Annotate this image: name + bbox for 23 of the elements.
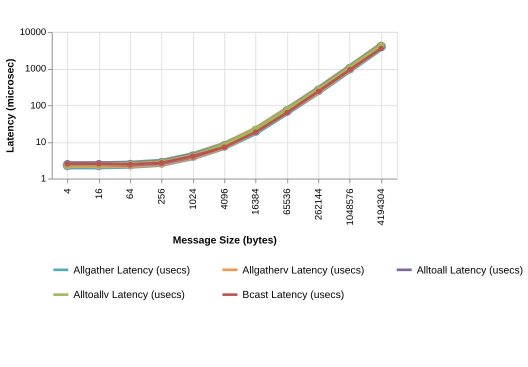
y-axis-title: Latency (microsec) (6, 58, 17, 153)
x-tick-label: 16 (94, 188, 105, 200)
x-tick-label: 256 (156, 188, 168, 204)
y-tick-label: 1 (40, 174, 46, 185)
legend-label: Allgatherv Latency (usecs) (242, 265, 364, 276)
y-tick-label: 100 (30, 100, 46, 112)
x-tick-label: 1024 (188, 188, 199, 210)
x-tick-label: 4194304 (376, 188, 388, 226)
x-tick-label: 64 (125, 188, 136, 200)
legend-label: Alltoallv Latency (usecs) (73, 290, 185, 302)
x-tick-label: 4096 (219, 188, 230, 210)
y-tick-label: 10000 (20, 26, 46, 38)
x-axis-title: Message Size (bytes) (172, 236, 277, 247)
x-tick-label: 65536 (282, 188, 294, 215)
legend-label: Alltoall Latency (usecs) (416, 265, 524, 276)
y-tick-label: 10 (36, 136, 46, 148)
x-tick-label: 1048576 (344, 188, 356, 226)
legend-label: Bcast Latency (usecs) (242, 290, 344, 302)
y-tick-label: 1000 (25, 64, 46, 75)
x-tick-label: 16384 (250, 188, 262, 215)
x-tick-label: 4 (62, 188, 74, 194)
legend-label: Allgather Latency (usecs) (73, 265, 190, 276)
x-tick-label: 262144 (313, 188, 324, 220)
